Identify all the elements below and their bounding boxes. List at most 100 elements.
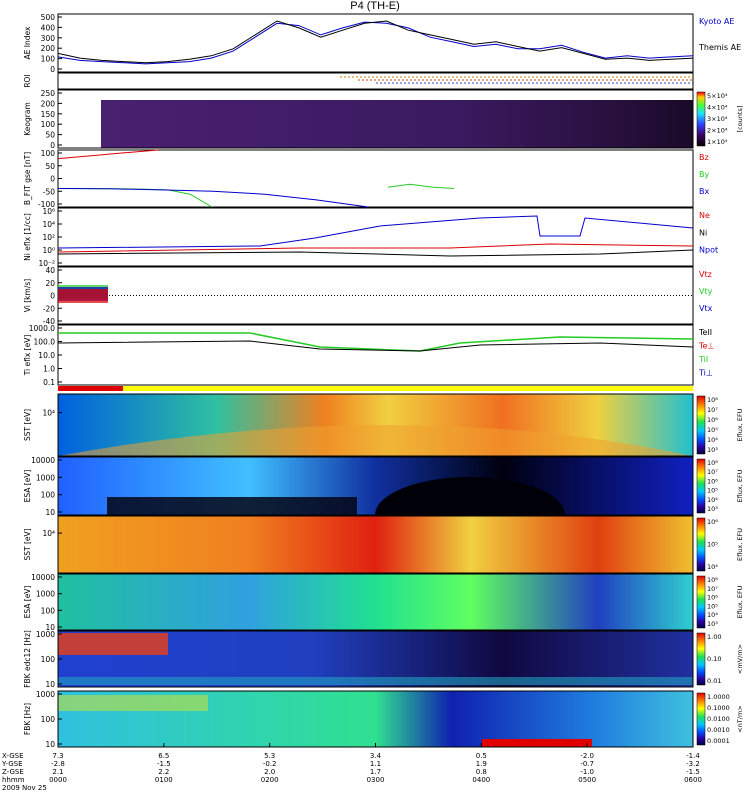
roi-frame bbox=[57, 72, 694, 90]
bfit-ylabel: B_FIT gse [nT] bbox=[23, 152, 32, 205]
xaxis-value: 0600 bbox=[684, 776, 702, 784]
bfit-series-by bbox=[58, 183, 455, 208]
fbk1-hot-band bbox=[58, 633, 168, 655]
esa_i-colorbar-tick: 10⁴ bbox=[707, 611, 718, 619]
ti-ytick-label: 1000.0 bbox=[29, 324, 55, 333]
sst_e-colorbar-tick: 10³ bbox=[707, 446, 718, 454]
ti-legend-entry: TeII bbox=[698, 328, 712, 337]
keogram-ytick-label: 50 bbox=[45, 131, 55, 140]
xaxis-value: 3.4 bbox=[370, 752, 382, 760]
ni-series-ni bbox=[57, 249, 694, 257]
ni-ytick-label: 10⁰ bbox=[42, 246, 55, 255]
xaxis-value: -2.8 bbox=[51, 760, 65, 768]
plot-title: P4 (TH-E) bbox=[350, 0, 400, 12]
esa_e-colorbar-tick: 10⁵ bbox=[707, 487, 718, 495]
roi-ylabel: ROI bbox=[23, 74, 32, 87]
sst_i-colorbar-tick: 10⁵ bbox=[707, 541, 718, 549]
ti-ytick-label: 10.0 bbox=[38, 351, 55, 360]
keogram-ytick-label: 100 bbox=[41, 120, 56, 129]
ni-legend-entry: Ni bbox=[699, 228, 707, 237]
xaxis-value: 1.1 bbox=[370, 760, 381, 768]
vi-frame bbox=[57, 266, 694, 325]
esa_e-colorbar-tick: 10⁸ bbox=[707, 459, 718, 467]
esa_i-colorbar-tick: 10⁷ bbox=[707, 585, 718, 593]
sst_e-ylabel: SST [eV] bbox=[23, 409, 32, 441]
xaxis-value: -1.4 bbox=[686, 752, 700, 760]
esa_i-colorbar bbox=[696, 575, 706, 629]
xaxis-value: 1.7 bbox=[370, 768, 381, 776]
esa_i-ytick-label: 10000 bbox=[31, 573, 55, 582]
keogram-ytick-label: 150 bbox=[41, 110, 56, 119]
sst_i-heatmap bbox=[58, 516, 693, 573]
vi-noise-block bbox=[58, 289, 108, 303]
xaxis-value: 2.2 bbox=[158, 768, 169, 776]
xaxis-value: 0.8 bbox=[476, 768, 487, 776]
esa_e-ytick-label: 10000 bbox=[31, 456, 55, 465]
vi-legend-entry: Vty bbox=[699, 287, 713, 296]
xaxis-value: 0400 bbox=[472, 776, 490, 784]
fbk1-colorbar-tick: 1.00 bbox=[707, 633, 721, 641]
xaxis-value: 0300 bbox=[367, 776, 385, 784]
ni-legend-entry: Npot bbox=[699, 246, 718, 255]
ni-series-npot bbox=[57, 215, 694, 249]
fbk1-ytick-label: 10 bbox=[45, 680, 55, 689]
vi-ytick-label: 20 bbox=[45, 279, 55, 288]
fbk2-red-strip bbox=[482, 739, 592, 747]
sst_e-colorbar-tick: 10⁸ bbox=[707, 396, 718, 404]
esa_e-colorbar-tick: 10⁴ bbox=[707, 496, 718, 504]
keogram-colorbar-tick: 2×10⁴ bbox=[707, 127, 728, 135]
xaxis-row-label: X-GSE bbox=[2, 752, 24, 760]
esa_e-ytick-label: 1000 bbox=[36, 473, 55, 482]
xaxis-value: 0.5 bbox=[476, 752, 487, 760]
ti-legend-entry: TiI bbox=[698, 355, 708, 364]
esa_i-colorbar-label: Eflux, EFU bbox=[736, 585, 744, 618]
keogram-ytick-label: 200 bbox=[41, 99, 56, 108]
esa_i-ylabel: ESA [eV] bbox=[23, 586, 32, 619]
bfit-legend-entry: Bx bbox=[699, 187, 709, 196]
keogram-frame bbox=[57, 89, 694, 149]
esa_e-ylabel: ESA [eV] bbox=[23, 470, 32, 503]
fbk1-ytick-label: 1000 bbox=[36, 630, 55, 639]
bfit-legend-entry: By bbox=[699, 170, 709, 179]
xaxis-value: -1.5 bbox=[686, 768, 700, 776]
sst_e-colorbar-tick: 10⁶ bbox=[707, 416, 718, 424]
bfit-frame bbox=[57, 149, 694, 208]
fbk2-ytick-label: 100 bbox=[41, 715, 56, 724]
fbk1-colorbar-label: <mV/m> bbox=[736, 644, 744, 674]
esa_e-frame bbox=[57, 456, 694, 516]
esa_e-colorbar-tick: 10⁷ bbox=[707, 468, 718, 476]
keogram-ytick-label: 250 bbox=[41, 89, 56, 98]
ae-frame bbox=[57, 13, 694, 73]
esa_i-colorbar-tick: 10⁸ bbox=[707, 576, 718, 584]
ni-ytick-label: 10⁻² bbox=[38, 259, 55, 268]
xaxis-value: 6.5 bbox=[158, 752, 169, 760]
esa_e-ytick-label: 10 bbox=[45, 508, 55, 517]
bfit-series-bx bbox=[57, 188, 369, 208]
ni-series-ne bbox=[57, 243, 694, 253]
keogram-heatmap bbox=[101, 100, 693, 148]
vi-ytick-label: 40 bbox=[45, 266, 55, 275]
mode-bar bbox=[58, 386, 693, 391]
bfit-ytick-label: 50 bbox=[45, 162, 55, 171]
xaxis-value: 7.3 bbox=[52, 752, 63, 760]
sst_i-colorbar-tick: 10⁴ bbox=[707, 563, 718, 571]
ae-ytick-label: 400 bbox=[41, 23, 56, 32]
ae-ytick-label: 200 bbox=[41, 44, 56, 53]
ni-ytick-label: 10² bbox=[42, 233, 55, 242]
sst_e-colorbar bbox=[696, 395, 706, 455]
keogram-colorbar-tick: 4×10⁴ bbox=[707, 104, 728, 112]
sst_e-frame bbox=[57, 393, 694, 457]
xaxis-value: -2.0 bbox=[580, 752, 594, 760]
ae-legend-entry: Themis AE bbox=[698, 43, 741, 52]
fbk2-colorbar-tick: 0.1000 bbox=[707, 704, 730, 712]
fbk2-colorbar-tick: 0.0100 bbox=[707, 715, 730, 723]
xaxis-value: -0.7 bbox=[580, 760, 594, 768]
ni-legend-entry: Ne bbox=[699, 211, 710, 220]
fbk1-colorbar bbox=[696, 632, 706, 686]
esa_e-colorbar-label: Eflux, EFU bbox=[736, 469, 744, 502]
ae-ylabel: AE Index bbox=[23, 26, 32, 59]
vi-ytick-label: -40 bbox=[43, 317, 55, 326]
xaxis-row-label: hhmm bbox=[2, 776, 25, 784]
esa_i-colorbar-tick: 10⁵ bbox=[707, 602, 718, 610]
